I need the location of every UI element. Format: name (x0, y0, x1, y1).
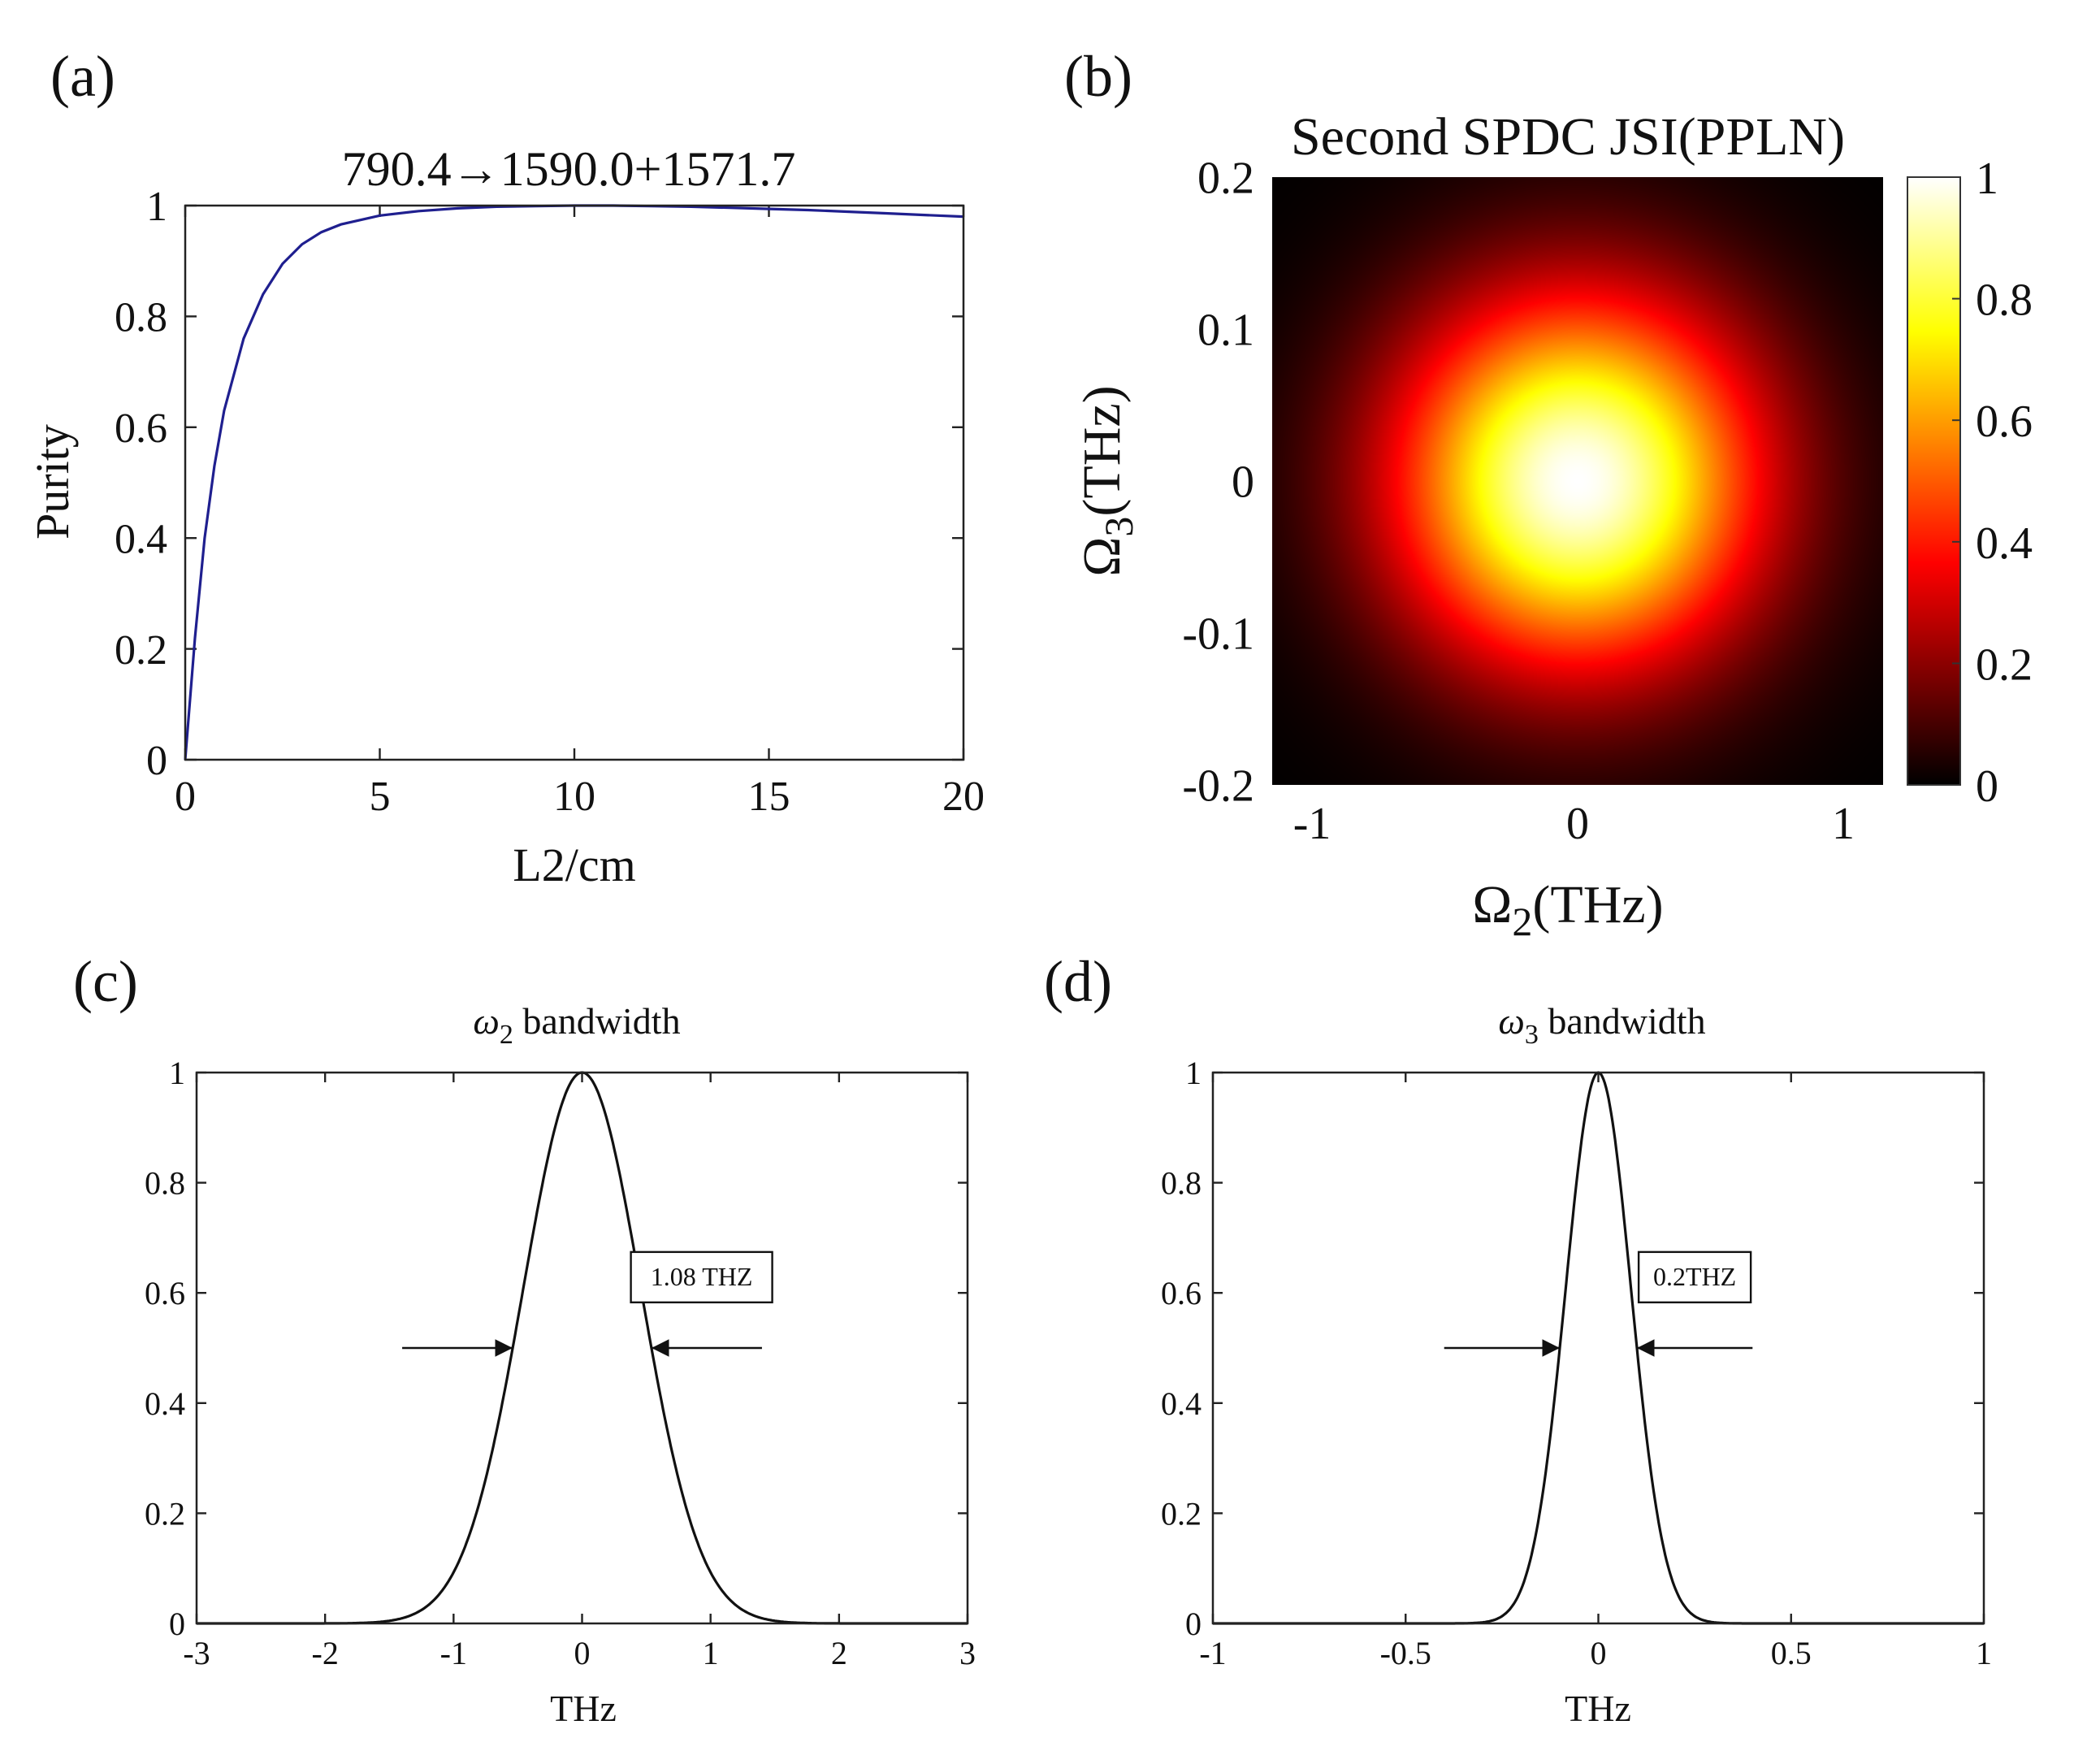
panel-d-ytick-label: 0.4 (1161, 1385, 1202, 1422)
panel-c-xtick-label: -3 (183, 1635, 210, 1671)
panel-c-xtick-label: 3 (959, 1635, 976, 1671)
panel-b-title: Second SPDC JSI(PPLN) (1291, 107, 1845, 167)
panel-b-heatmap (1272, 177, 1883, 785)
panel-d-label: (d) (1044, 949, 1112, 1014)
panel-c-annotation-box (630, 1250, 773, 1304)
panel-a-ytick-label: 1 (146, 184, 167, 230)
panel-c-xtick-label: -1 (440, 1635, 467, 1671)
panel-c-label: (c) (73, 949, 138, 1014)
panel-d-xtick-label: -0.5 (1380, 1635, 1431, 1671)
panel-c: (c) ω2 bandwidth THz -3 -2 -1 0 1 2 300.20.40.… (73, 949, 976, 1729)
panel-a-xtick-label: 15 (748, 774, 790, 820)
panel-c-ytick-label: 1 (169, 1055, 185, 1091)
panel-d-title-subscript: 3 (1525, 1020, 1539, 1050)
panel-d-title-rest: bandwidth (1539, 1000, 1706, 1042)
panel-a-xtick-label: 20 (942, 774, 985, 820)
panel-a-xtick-label: 5 (370, 774, 391, 820)
panel-d-ticks: -1 -0.5 0 0.5 1 0 0.2 0.4 0.6 0.8 1 (1161, 1055, 1992, 1671)
panel-c-xtick-label: 0 (574, 1635, 591, 1671)
panel-d-gaussian-line (1213, 1071, 1984, 1625)
panel-a-xtick-label: 10 (553, 774, 595, 820)
panel-b-colorbar-tick-label: 1 (1976, 154, 1998, 204)
panel-d-xtick-label: 1 (1976, 1635, 1992, 1671)
panel-c-ytick-label: 0.4 (145, 1385, 185, 1422)
panel-a-axes-frame (184, 204, 965, 761)
panel-b-xlabel: Ω2(THz) (1472, 875, 1663, 944)
panel-a-label: (a) (50, 44, 115, 109)
panel-b-ylabel-unit: (THz) (1072, 385, 1132, 516)
panel-d-ytick-label: 1 (1185, 1055, 1202, 1091)
panel-a-ytick-label: 0.2 (115, 627, 167, 674)
panel-a-purity-line (184, 204, 964, 761)
panel-b-colorbar-tick-label: 0 (1976, 761, 1998, 812)
panel-a-xtick-label: 0 (175, 774, 196, 820)
panel-d-ytick-label: 0.8 (1161, 1165, 1202, 1202)
panel-b-ylabel: Ω3(THz) (1072, 385, 1141, 576)
panel-b-xlabel-symbol: Ω (1472, 875, 1512, 934)
panel-a-ytick-label: 0.6 (115, 405, 167, 452)
panel-c-ticks: -3 -2 -1 0 1 2 3 0 0.2 0.4 0.6 0.8 1 (145, 1055, 976, 1671)
panel-b-colorbar-tick-label: 0.6 (1976, 397, 2033, 447)
panel-a-ytick-label: 0.8 (115, 295, 167, 341)
panel-b-ytick-label: 0.2 (1197, 154, 1254, 204)
panel-b-xtick-label: -1 (1293, 799, 1331, 849)
panel-c-ytick-label: 0.2 (145, 1495, 185, 1532)
panel-b-colorbar (1907, 176, 1961, 786)
panel-c-title-rest: bandwidth (513, 1000, 681, 1042)
panel-d-annotation-text: 0.2THZ (1653, 1262, 1736, 1291)
panel-b-ytick-label: 0.1 (1197, 306, 1254, 356)
panel-b-ylabel-symbol: Ω (1072, 537, 1132, 577)
panel-c-ytick-label: 0 (169, 1606, 185, 1642)
panel-a-ticks: 0 5 10 15 20 0 0.2 0.4 0.6 0.8 1 (115, 184, 985, 820)
panel-b-ytick-label: -0.1 (1182, 609, 1254, 660)
panel-b-colorbar-tick-label: 0.2 (1976, 639, 2033, 690)
panel-b-colorbar-tick-label: 0.4 (1976, 518, 2033, 569)
panel-a: (a) 790.4→1590.0+1571.7 Purity L2/cm 0 5 1… (26, 44, 985, 891)
panel-d-xlabel: THz (1565, 1688, 1631, 1729)
panel-d-xtick-label: -1 (1199, 1635, 1226, 1671)
panel-c-title-subscript: 2 (500, 1020, 513, 1050)
panel-d-ytick-label: 0.2 (1161, 1495, 1202, 1532)
panel-d: (d) ω3 bandwidth THz -1 -0.5 0 0.5 1 0 0.2 0.4 0… (1044, 949, 1992, 1729)
panel-c-xtick-label: 2 (831, 1635, 847, 1671)
panel-c-xtick-label: 1 (703, 1635, 719, 1671)
panel-a-title: 790.4→1590.0+1571.7 (342, 142, 796, 196)
panel-b-xlabel-unit: (THz) (1532, 875, 1663, 934)
panel-b-xtick-label: 1 (1832, 799, 1855, 849)
panel-c-title-symbol: ω (473, 1000, 499, 1042)
panel-b-ticks: -1 0 1 -0.2 -0.1 0 0.1 0.2 (1182, 154, 1855, 849)
panel-b-ylabel-subscript: 3 (1096, 517, 1141, 537)
panel-c-xtick-label: -2 (312, 1635, 339, 1671)
panel-a-xlabel: L2/cm (513, 839, 635, 891)
panel-c-title: ω2 bandwidth (473, 1000, 680, 1050)
panel-c-annotation-text: 1.08 THZ (651, 1262, 753, 1291)
panel-b: (b) Second SPDC JSI(PPLN) -1 0 1-0.2-0.100… (1064, 44, 2033, 944)
panel-a-ytick-label: 0 (146, 738, 167, 784)
panel-b-xtick-label: 0 (1566, 799, 1589, 849)
panel-c-gaussian-line (197, 1071, 968, 1625)
panel-b-colorbar-tick-label: 0.8 (1976, 275, 2033, 326)
panel-b-xlabel-subscript: 2 (1512, 899, 1532, 944)
panel-c-xlabel: THz (550, 1688, 617, 1729)
panel-b-colorbar-ticks: 0 0.2 0.4 0.6 0.8 1 (1952, 154, 2033, 812)
panel-c-axes-frame (195, 1071, 969, 1625)
panel-c-ytick-label: 0.6 (145, 1275, 185, 1311)
panel-d-ytick-label: 0.6 (1161, 1275, 1202, 1311)
panel-a-ylabel: Purity (26, 424, 79, 540)
panel-c-ytick-label: 0.8 (145, 1165, 185, 1202)
panel-d-axes-frame (1211, 1071, 1985, 1625)
panel-b-heatmap-container (1272, 177, 1883, 785)
panel-d-ytick-label: 0 (1185, 1606, 1202, 1642)
panel-b-ytick-label: 0 (1232, 457, 1254, 508)
panel-b-ytick-label: -0.2 (1182, 761, 1254, 812)
panel-d-xtick-label: 0.5 (1771, 1635, 1812, 1671)
panel-d-title-symbol: ω (1498, 1000, 1524, 1042)
panel-d-annotation-box (1637, 1250, 1752, 1304)
panel-d-xtick-label: 0 (1591, 1635, 1607, 1671)
panel-a-ytick-label: 0.4 (115, 516, 167, 562)
panel-d-title: ω3 bandwidth (1498, 1000, 1705, 1050)
panel-b-label: (b) (1064, 44, 1132, 109)
